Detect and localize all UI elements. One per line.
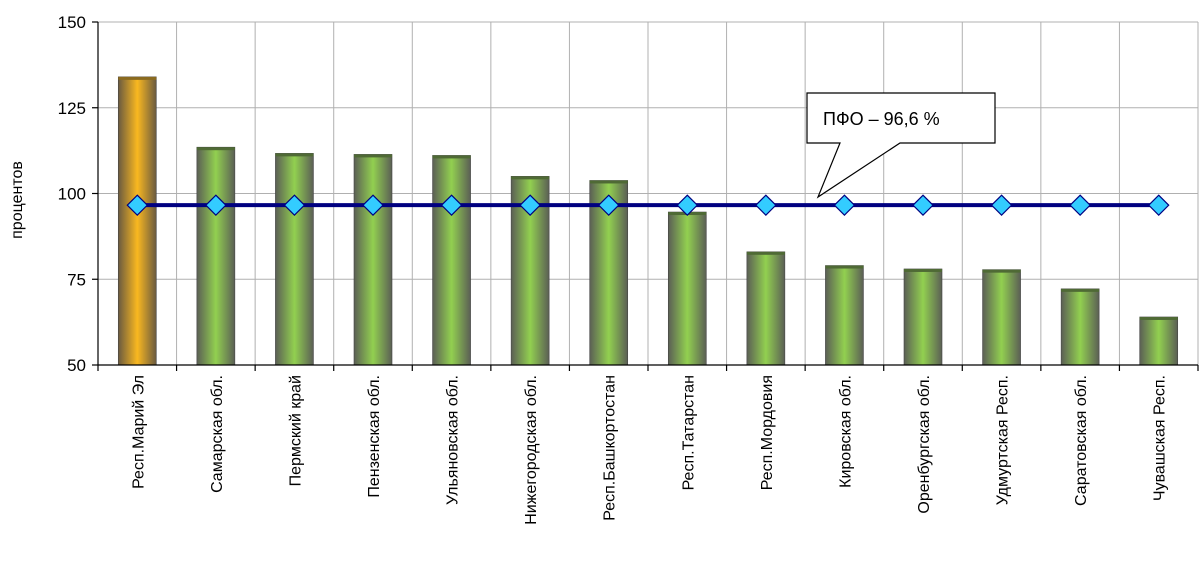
bar-cap-12 — [1061, 288, 1100, 292]
bar-0 — [117, 76, 157, 366]
bar-11 — [982, 269, 1021, 366]
bar-cap-10 — [904, 268, 942, 272]
y-tick-labels: 50 75 100 125 150 — [58, 13, 86, 375]
bar-cap-11 — [982, 269, 1021, 273]
y-axis-label: процентов — [9, 161, 26, 239]
bar-cap-8 — [746, 251, 785, 255]
grid-lines — [98, 21, 1199, 365]
reference-marker-9 — [833, 194, 856, 217]
x-tick-label-3: Пензенская обл. — [366, 375, 383, 498]
y-tick-label-3: 125 — [58, 99, 86, 118]
x-tick-label-12: Саратовская обл. — [1073, 375, 1090, 506]
reference-marker-8 — [755, 194, 777, 217]
bar-13 — [1139, 316, 1179, 366]
bar-cap-5 — [511, 176, 550, 180]
reference-callout: ПФО – 96,6 % — [806, 92, 996, 199]
x-tick-label-11: Удмуртская Респ. — [995, 375, 1012, 505]
reference-line-group — [126, 194, 1170, 217]
y-tick-label-1: 75 — [67, 270, 86, 289]
bars — [117, 76, 1179, 366]
x-tick-label-1: Самарская обл. — [209, 375, 226, 493]
bar-10 — [903, 268, 943, 366]
bar-cap-2 — [275, 153, 314, 157]
reference-marker-12 — [1069, 194, 1091, 217]
bar-1 — [196, 146, 236, 366]
x-tick-label-0: Респ.Марий Эл — [130, 375, 147, 489]
reference-marker-0 — [126, 194, 149, 217]
bar-9 — [825, 265, 864, 366]
bar-cap-9 — [825, 265, 864, 269]
reference-marker-3 — [362, 194, 384, 217]
bar-cap-6 — [589, 180, 628, 184]
axes — [92, 21, 1199, 371]
callout-box — [806, 92, 996, 199]
x-tick-label-4: Ульяновская обл. — [445, 375, 462, 505]
bar-cap-13 — [1139, 316, 1178, 320]
reference-marker-2 — [283, 194, 306, 217]
bar-cap-0 — [118, 76, 157, 80]
y-tick-label-0: 50 — [67, 356, 86, 375]
x-tick-labels: Респ.Марий Эл Самарская обл. Пермский край… — [130, 375, 1168, 525]
bar-2 — [275, 153, 314, 366]
x-tick-label-10: Оренбургская обл. — [916, 375, 933, 514]
reference-marker-13 — [1147, 194, 1170, 217]
bar-7 — [667, 211, 707, 366]
reference-marker-1 — [205, 194, 227, 217]
y-tick-label-2: 100 — [58, 185, 86, 204]
callout-label: ПФО – 96,6 % — [823, 109, 940, 129]
x-tick-label-6: Респ.Башкортостан — [602, 375, 619, 521]
bar-4 — [432, 155, 471, 366]
reference-marker-6 — [597, 194, 620, 217]
bar-8 — [746, 251, 786, 366]
bar-12 — [1060, 288, 1100, 366]
reference-marker-5 — [519, 194, 541, 217]
x-tick-label-5: Нижегородская обл. — [523, 375, 540, 525]
y-tick-label-4: 150 — [58, 13, 86, 32]
bar-cap-3 — [354, 154, 392, 158]
bar-cap-4 — [432, 155, 471, 159]
reference-marker-10 — [912, 194, 934, 217]
reference-marker-7 — [676, 194, 699, 217]
x-tick-label-9: Кировская обл. — [837, 375, 854, 488]
x-tick-label-8: Респ.Мордовия — [759, 375, 776, 490]
x-tick-label-13: Чувашская Респ. — [1152, 375, 1169, 501]
bar-cap-1 — [196, 147, 235, 151]
bar-3 — [353, 154, 393, 366]
x-tick-label-7: Респ.Татарстан — [680, 375, 697, 490]
x-tick-label-2: Пермский край — [287, 375, 304, 486]
reference-marker-4 — [440, 194, 463, 217]
reference-marker-11 — [990, 194, 1013, 217]
